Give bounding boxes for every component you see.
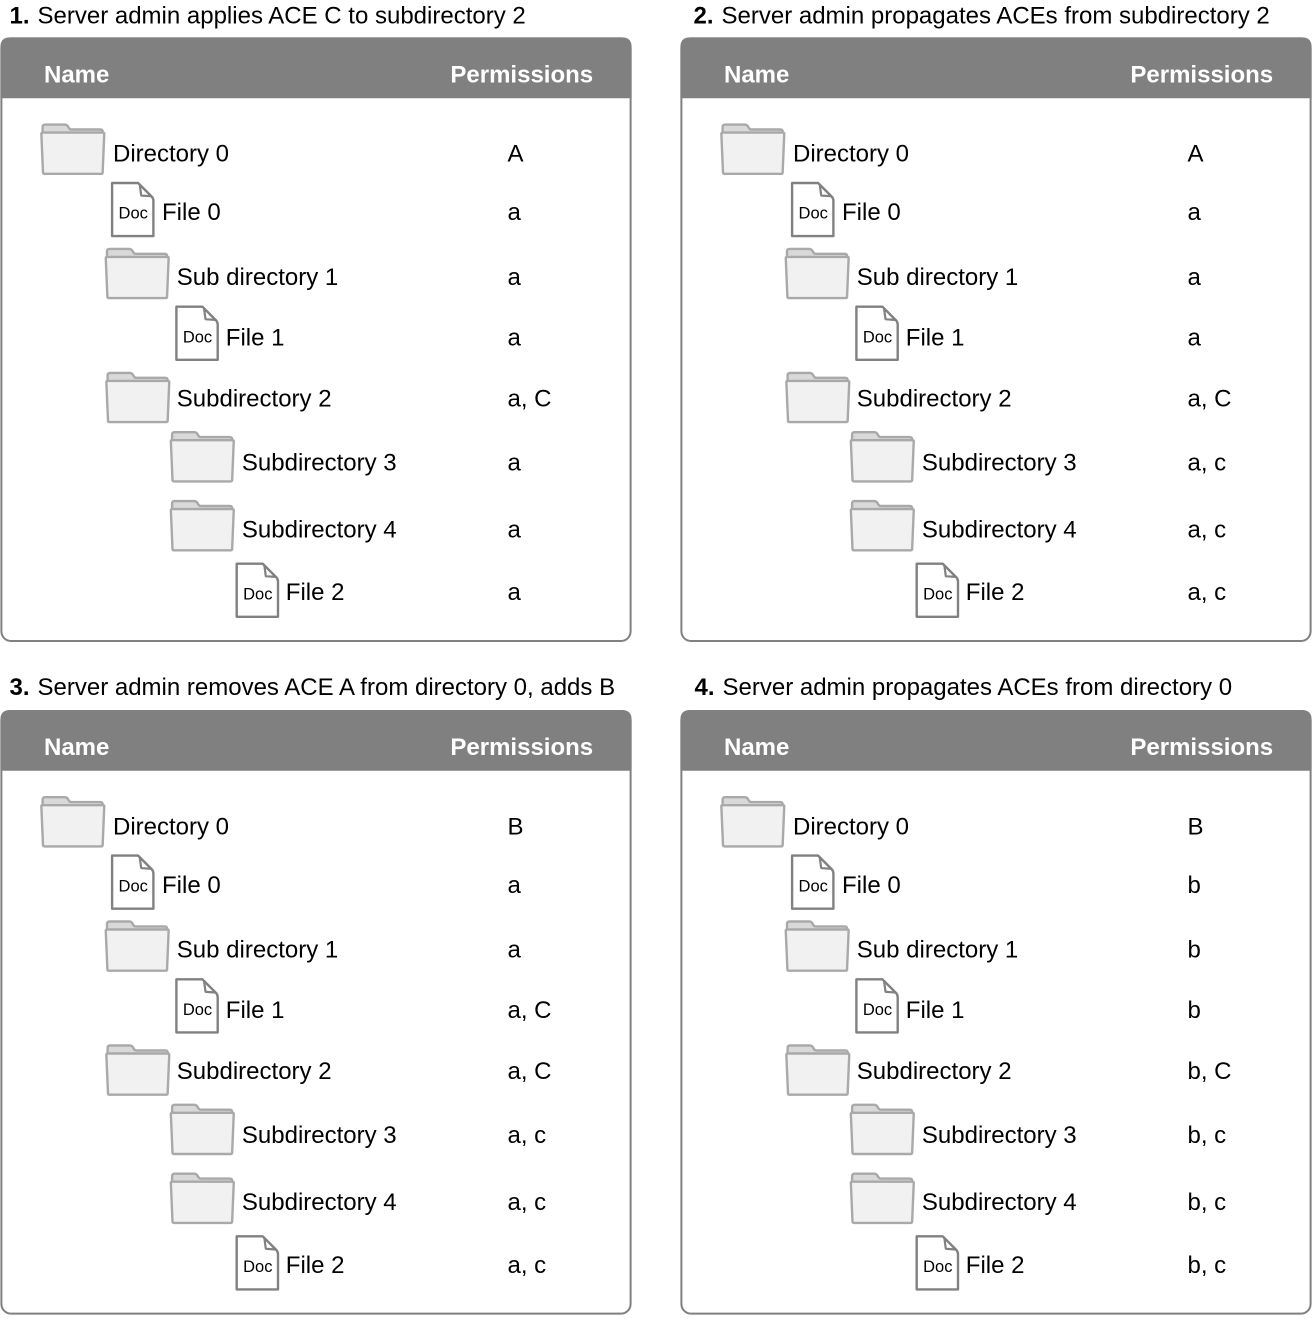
svg-text:Name: Name — [724, 734, 789, 761]
svg-text:a, C: a, C — [508, 386, 552, 413]
svg-text:Server admin removes ACE A fro: Server admin removes ACE A from director… — [38, 674, 616, 701]
svg-text:a: a — [508, 324, 522, 351]
svg-text:B: B — [1188, 813, 1204, 840]
svg-text:File 2: File 2 — [966, 1252, 1025, 1279]
svg-text:a, c: a, c — [508, 1122, 547, 1149]
svg-text:File 0: File 0 — [162, 872, 221, 899]
svg-text:b, C: b, C — [1188, 1058, 1232, 1085]
svg-text:4.: 4. — [695, 674, 715, 701]
svg-text:Directory 0: Directory 0 — [113, 813, 229, 840]
svg-text:Permissions: Permissions — [1130, 734, 1273, 761]
svg-text:a, c: a, c — [1188, 450, 1227, 477]
svg-text:Subdirectory 2: Subdirectory 2 — [857, 1058, 1012, 1085]
svg-text:a, c: a, c — [1188, 579, 1227, 606]
svg-text:3.: 3. — [10, 674, 30, 701]
svg-text:File 1: File 1 — [226, 324, 285, 351]
svg-text:A: A — [1188, 141, 1204, 168]
svg-text:B: B — [508, 813, 524, 840]
svg-text:Sub directory 1: Sub directory 1 — [857, 264, 1018, 291]
svg-text:Subdirectory 3: Subdirectory 3 — [242, 450, 397, 477]
svg-text:File 1: File 1 — [906, 997, 965, 1024]
svg-text:a: a — [508, 199, 522, 226]
svg-text:Subdirectory 4: Subdirectory 4 — [242, 517, 397, 544]
svg-text:Sub directory 1: Sub directory 1 — [177, 264, 338, 291]
svg-text:Subdirectory 4: Subdirectory 4 — [922, 1189, 1077, 1216]
svg-text:a: a — [1188, 199, 1202, 226]
svg-text:1.: 1. — [10, 3, 30, 30]
svg-text:a: a — [1188, 264, 1202, 291]
svg-text:a, c: a, c — [508, 1252, 547, 1279]
svg-text:Subdirectory 4: Subdirectory 4 — [242, 1189, 397, 1216]
svg-text:a: a — [508, 264, 522, 291]
svg-text:a: a — [508, 579, 522, 606]
svg-text:Server admin propagates ACEs f: Server admin propagates ACEs from subdir… — [722, 3, 1270, 30]
svg-text:a: a — [508, 937, 522, 964]
svg-text:Directory 0: Directory 0 — [793, 813, 909, 840]
svg-text:a, c: a, c — [508, 1189, 547, 1216]
svg-text:b, c: b, c — [1188, 1122, 1227, 1149]
svg-text:Server admin propagates ACEs f: Server admin propagates ACEs from direct… — [723, 674, 1233, 701]
svg-text:Subdirectory 2: Subdirectory 2 — [177, 1058, 332, 1085]
svg-text:Server admin applies ACE C to: Server admin applies ACE C to subdirecto… — [38, 3, 526, 30]
svg-text:A: A — [508, 141, 524, 168]
svg-text:Subdirectory 2: Subdirectory 2 — [857, 386, 1012, 413]
svg-text:File 0: File 0 — [842, 872, 901, 899]
svg-text:b: b — [1188, 997, 1201, 1024]
svg-text:b: b — [1188, 937, 1201, 964]
svg-text:a, c: a, c — [1188, 517, 1227, 544]
svg-text:a, C: a, C — [508, 1058, 552, 1085]
svg-text:Permissions: Permissions — [450, 734, 593, 761]
svg-text:File 0: File 0 — [842, 199, 901, 226]
svg-text:Subdirectory 3: Subdirectory 3 — [242, 1122, 397, 1149]
svg-text:2.: 2. — [694, 3, 714, 30]
svg-text:File 0: File 0 — [162, 199, 221, 226]
svg-text:File 2: File 2 — [286, 579, 345, 606]
svg-text:b: b — [1188, 872, 1201, 899]
svg-text:Directory 0: Directory 0 — [113, 141, 229, 168]
svg-text:Directory 0: Directory 0 — [793, 141, 909, 168]
svg-text:Permissions: Permissions — [450, 62, 593, 89]
svg-text:a, C: a, C — [508, 997, 552, 1024]
svg-text:a: a — [508, 517, 522, 544]
svg-text:File 2: File 2 — [966, 579, 1025, 606]
svg-text:Name: Name — [724, 62, 789, 89]
svg-text:Permissions: Permissions — [1130, 62, 1273, 89]
svg-text:a: a — [508, 872, 522, 899]
svg-text:Name: Name — [44, 62, 109, 89]
svg-text:Subdirectory 3: Subdirectory 3 — [922, 450, 1077, 477]
svg-text:b, c: b, c — [1188, 1189, 1227, 1216]
svg-text:a: a — [1188, 324, 1202, 351]
svg-text:a: a — [508, 450, 522, 477]
svg-text:Name: Name — [44, 734, 109, 761]
svg-text:Subdirectory 4: Subdirectory 4 — [922, 517, 1077, 544]
svg-text:a, C: a, C — [1188, 386, 1232, 413]
svg-text:Sub directory 1: Sub directory 1 — [177, 937, 338, 964]
svg-text:b, c: b, c — [1188, 1252, 1227, 1279]
svg-text:Sub directory 1: Sub directory 1 — [857, 937, 1018, 964]
svg-text:Subdirectory 2: Subdirectory 2 — [177, 386, 332, 413]
svg-text:Subdirectory 3: Subdirectory 3 — [922, 1122, 1077, 1149]
svg-text:File 1: File 1 — [226, 997, 285, 1024]
svg-text:File 1: File 1 — [906, 324, 965, 351]
svg-text:File 2: File 2 — [286, 1252, 345, 1279]
